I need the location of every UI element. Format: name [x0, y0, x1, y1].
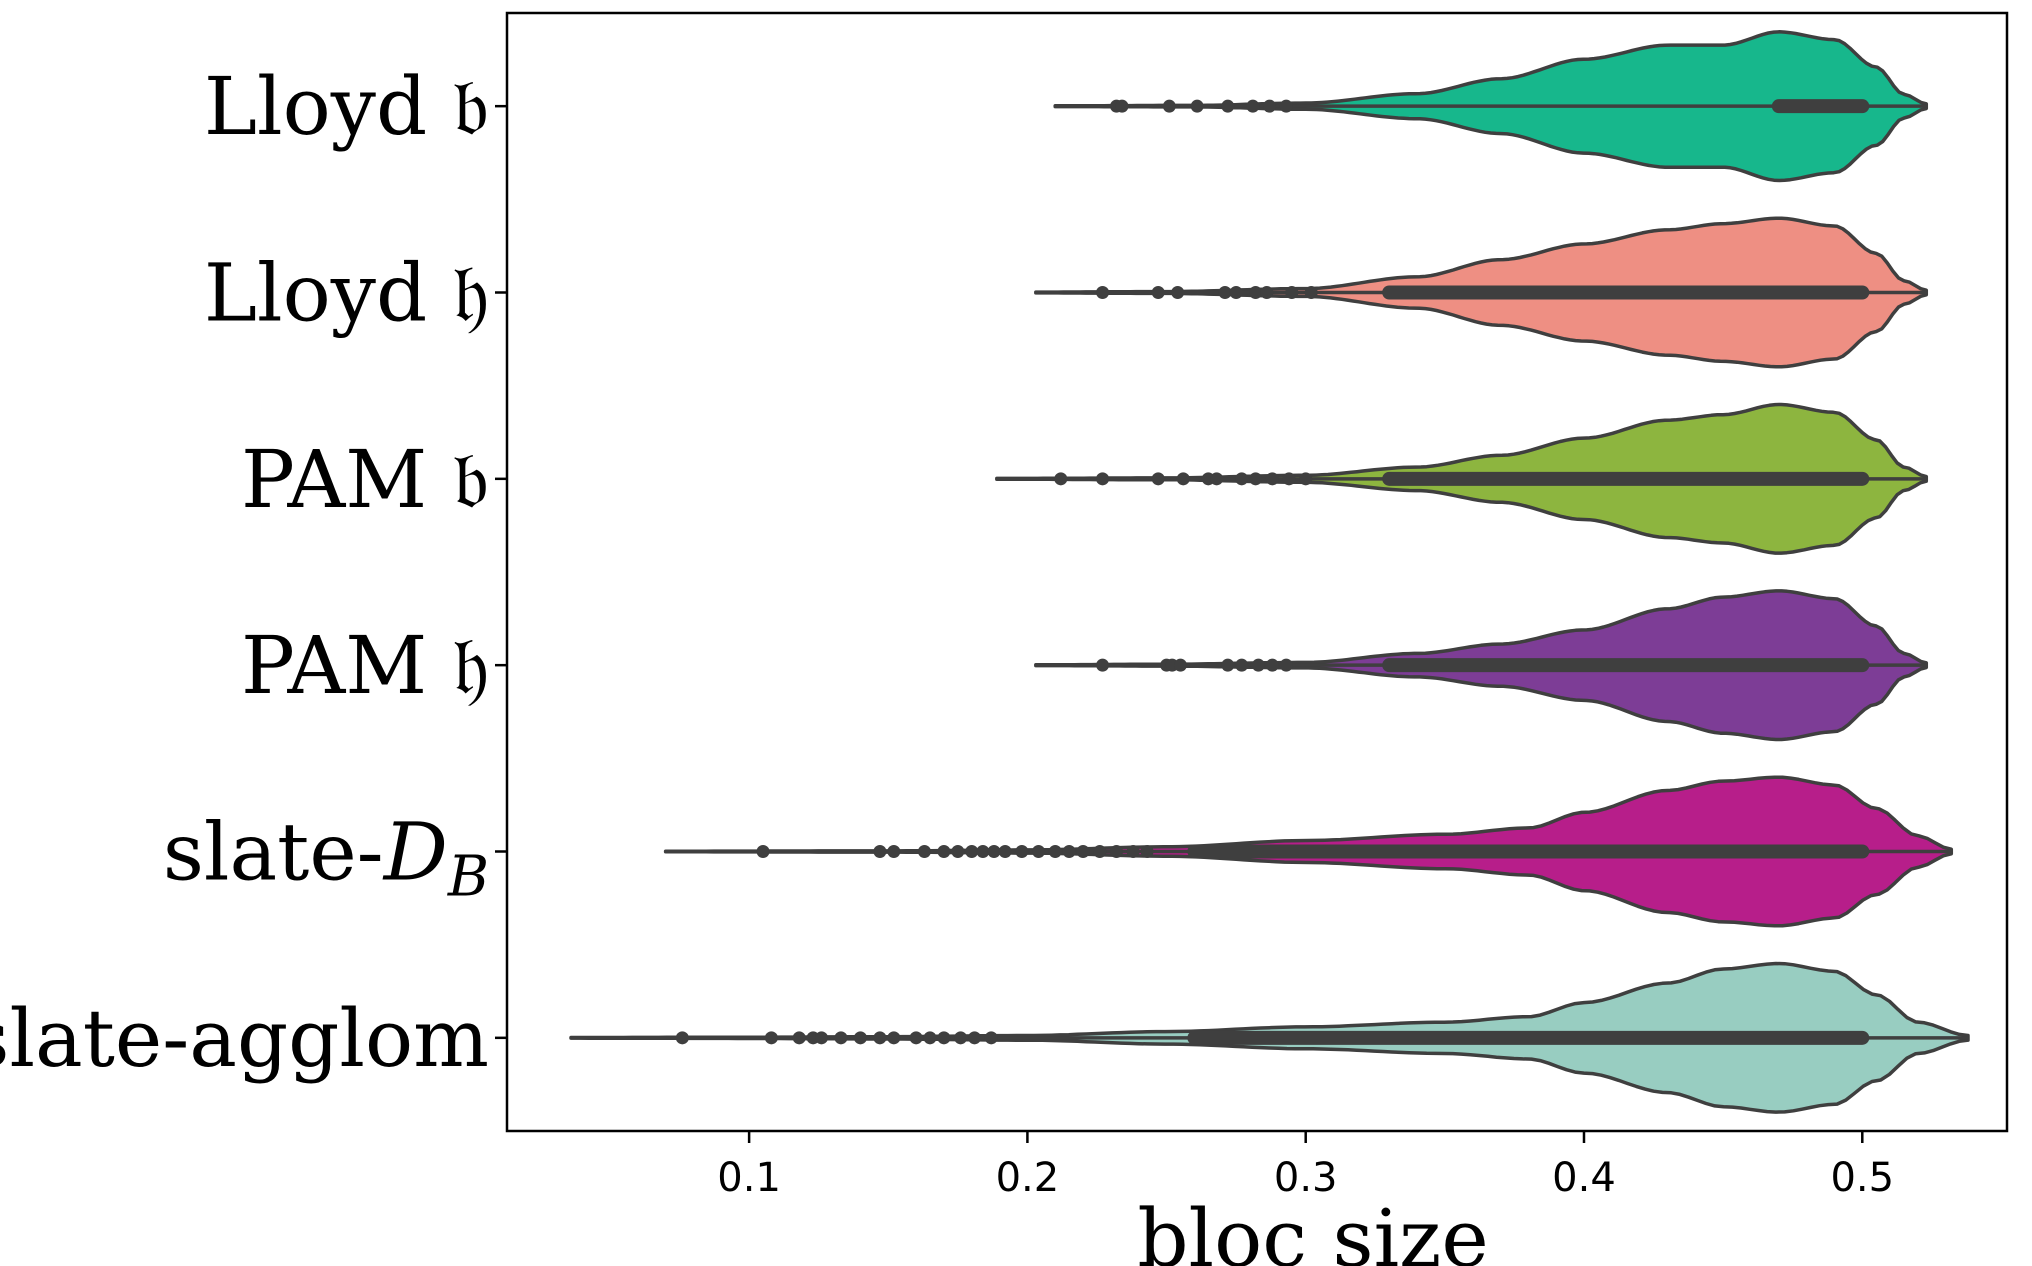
outlier-point — [937, 845, 951, 858]
outlier-point — [1221, 658, 1235, 672]
outlier-point — [792, 1031, 806, 1045]
outlier-point — [1304, 286, 1318, 299]
outlier-point — [909, 1031, 923, 1045]
outlier-point — [987, 845, 1001, 858]
outlier-point — [984, 1031, 998, 1045]
x-tick-label: 0.5 — [1830, 1155, 1894, 1201]
x-tick-label: 0.4 — [1552, 1155, 1616, 1201]
outlier-point — [1235, 472, 1249, 486]
y-axis: Lloyd 𝔟 Lloyd 𝔥 PAM 𝔟 PAM 𝔥 slate-DB slate-ag… — [0, 60, 507, 1085]
violin-1 — [1053, 30, 1929, 183]
outlier-point — [965, 845, 979, 858]
outlier-point — [1210, 472, 1224, 486]
outlier-point — [853, 1031, 867, 1045]
outlier-point — [1265, 658, 1279, 672]
outlier-point — [1246, 99, 1260, 113]
outlier-point — [887, 845, 901, 858]
outlier-point — [1265, 472, 1279, 486]
outlier-point — [1054, 472, 1068, 486]
y-tick-label-5: slate-DB — [163, 806, 489, 910]
outlier-point — [756, 845, 770, 858]
outlier-point — [951, 845, 965, 858]
outlier-point — [1279, 99, 1293, 113]
outlier-point — [998, 845, 1012, 858]
outlier-point — [1140, 845, 1154, 858]
y-tick-label-2: Lloyd 𝔥 — [204, 247, 489, 340]
outlier-point — [1176, 472, 1190, 486]
outlier-point — [1299, 472, 1313, 486]
violin-6 — [569, 961, 1970, 1114]
outlier-point — [976, 845, 990, 858]
outlier-point — [1109, 845, 1123, 858]
outlier-point — [814, 1031, 828, 1045]
x-axis-label: bloc size — [1137, 1192, 1488, 1266]
outlier-point — [968, 1031, 982, 1045]
outlier-point — [1249, 286, 1263, 299]
outlier-point — [1235, 658, 1249, 672]
x-axis: 0.1 0.2 0.3 0.4 0.5 — [717, 1131, 1894, 1201]
outlier-point — [1096, 286, 1110, 299]
outlier-point — [917, 845, 931, 858]
y-tick-label-1: Lloyd 𝔟 — [204, 60, 489, 153]
outlier-point — [1096, 658, 1110, 672]
outlier-point — [1221, 99, 1235, 113]
outlier-point — [1218, 286, 1232, 299]
outlier-point — [954, 1031, 968, 1045]
outlier-point — [923, 1031, 937, 1045]
outlier-point — [1251, 658, 1265, 672]
outlier-point — [1229, 286, 1243, 299]
outlier-point — [1093, 845, 1107, 858]
plot-frame — [505, 11, 2009, 1133]
outlier-point — [873, 1031, 887, 1045]
outlier-point — [1151, 472, 1165, 486]
outlier-point — [834, 1031, 848, 1045]
y-tick-label-4: PAM 𝔥 — [241, 619, 489, 712]
outlier-point — [1173, 658, 1187, 672]
x-tick-label: 0.1 — [717, 1155, 781, 1201]
outlier-point — [1151, 286, 1165, 299]
outlier-point — [1162, 99, 1176, 113]
violin-2 — [1034, 216, 1929, 369]
outlier-point — [1282, 472, 1296, 486]
outlier-point — [1263, 99, 1277, 113]
violin-4 — [1034, 589, 1929, 742]
violin-5 — [663, 775, 1954, 928]
outlier-point — [1126, 845, 1140, 858]
outlier-point — [1015, 845, 1029, 858]
outlier-point — [1285, 286, 1299, 299]
violin-layer — [569, 30, 1970, 1114]
outlier-point — [873, 845, 887, 858]
outlier-point — [937, 1031, 951, 1045]
outlier-point — [1048, 845, 1062, 858]
outlier-point — [1260, 286, 1274, 299]
outlier-point — [675, 1031, 689, 1045]
outlier-point — [1096, 472, 1110, 486]
y-tick-label-3: PAM 𝔟 — [241, 433, 489, 526]
x-tick-label: 0.3 — [1274, 1155, 1338, 1201]
outlier-point — [1062, 845, 1076, 858]
violin-3 — [995, 402, 1929, 555]
outlier-point — [1171, 286, 1185, 299]
outlier-point — [764, 1031, 778, 1045]
outlier-point — [887, 1031, 901, 1045]
y-tick-label-6: slate-agglom — [0, 992, 489, 1085]
outlier-point — [1115, 99, 1129, 113]
outlier-point — [1279, 658, 1293, 672]
outlier-point — [1190, 99, 1204, 113]
x-tick-label: 0.2 — [996, 1155, 1060, 1201]
outlier-point — [1032, 845, 1046, 858]
outlier-point — [1249, 472, 1263, 486]
outlier-point — [1076, 845, 1090, 858]
